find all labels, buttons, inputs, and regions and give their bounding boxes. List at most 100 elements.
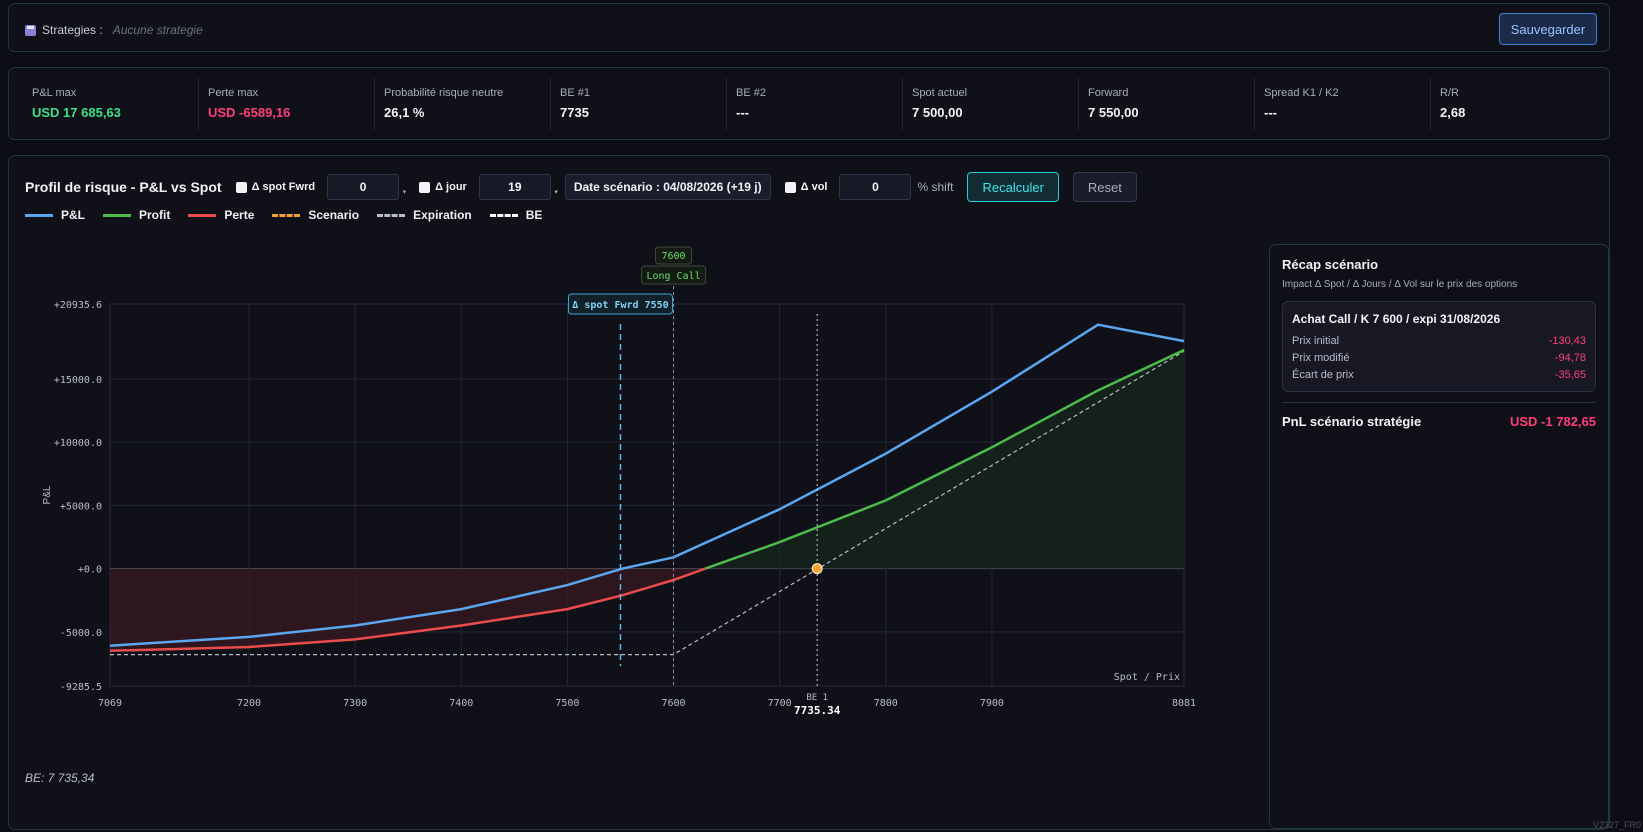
vol-checkbox[interactable] [784, 181, 796, 193]
stat-label: Probabilité risque neutre [384, 87, 504, 99]
legend-swatch [272, 213, 301, 217]
stepper-icon[interactable]: ▾ [402, 189, 407, 196]
stat-label: BE #2 [736, 87, 766, 99]
total-value: USD -1 782,65 [1510, 414, 1596, 429]
stat-be2: BE #2 --- [727, 78, 903, 130]
stat-forward: Forward 7 550,00 [1079, 78, 1255, 130]
be-label: BE 1 [806, 693, 828, 703]
day-checkbox[interactable] [419, 181, 431, 193]
scenario-recap: Récap scénario Impact Δ Spot / Δ Jours /… [1269, 244, 1609, 829]
legend-label: Scenario [308, 208, 360, 222]
stat-label: Spot actuel [912, 87, 968, 99]
legend-item-pnl[interactable]: P&L [25, 208, 85, 222]
stat-rr: R/R 2,68 [1431, 78, 1607, 130]
stat-loss-max: Perte max USD -6589,16 [199, 78, 375, 130]
reset-button[interactable]: Reset [1072, 172, 1137, 202]
x-tick-label: 7600 [661, 698, 685, 709]
recap-title: Récap scénario [1282, 257, 1379, 272]
be-note: BE: 7 735,34 [25, 771, 95, 785]
x-axis-label: Spot / Prix [1114, 672, 1180, 683]
legend-label: Expiration [413, 208, 472, 222]
spot-forward-label: Δ spot Fwrd 7550 [572, 300, 668, 311]
stat-value: USD -6589,16 [208, 105, 291, 120]
vol-value: 0 [872, 180, 879, 194]
row-value: -35,65 [1554, 369, 1586, 381]
legend-label: Perte [224, 208, 255, 222]
stat-value: 7735 [560, 105, 589, 120]
recalculate-button[interactable]: Recalculer [967, 172, 1059, 202]
stat-label: P&L max [32, 87, 77, 99]
be-value: 7735.34 [794, 704, 841, 717]
recap-row: Prix initial -130,43 [1292, 335, 1586, 347]
divider [1282, 402, 1596, 403]
profit-area [705, 350, 1184, 569]
row-value: -130,43 [1548, 335, 1586, 347]
spot-label: Δ spot Fwrd [251, 181, 316, 193]
legend-item-expiration[interactable]: Expiration [377, 208, 472, 222]
row-label: Prix initial [1292, 335, 1340, 347]
chart-legend: P&L Profit Perte Scenario Expiration BE [25, 208, 542, 222]
stat-label: Forward [1088, 87, 1129, 99]
pnl-chart[interactable]: +20935.6 +15000.0 +10000.0 +5000.0 +0.0 -5000… [39, 241, 1259, 746]
legend-item-scenario[interactable]: Scenario [272, 208, 359, 222]
stat-label: Spread K1 / K2 [1264, 87, 1339, 99]
y-tick-label: +0.0 [78, 565, 102, 576]
scenario-controls: Profil de risque - P&L vs Spot Δ spot Fw… [25, 172, 1137, 202]
series-pnl [109, 323, 1185, 647]
recap-subtitle: Impact Δ Spot / Δ Jours / Δ Vol sur le p… [1282, 279, 1518, 290]
recap-total: PnL scénario stratégie USD -1 782,65 [1282, 414, 1596, 429]
series-loss [109, 567, 706, 653]
legend-label: BE [525, 208, 543, 222]
stat-value: 2,68 [1440, 105, 1466, 120]
stat-probability: Probabilité risque neutre 26,1 % [375, 78, 551, 130]
stat-label: R/R [1440, 87, 1459, 99]
spot-checkbox[interactable] [235, 181, 247, 193]
y-tick-label: -5000.0 [60, 628, 102, 639]
vol-input[interactable]: 0 [839, 174, 912, 200]
row-label: Prix modifié [1292, 352, 1350, 364]
stat-value: --- [736, 105, 749, 120]
day-input[interactable]: 19 ▾ [478, 174, 558, 200]
x-tick-label: 7400 [449, 698, 473, 709]
stat-value: --- [1264, 105, 1277, 120]
legend-item-loss[interactable]: Perte [188, 208, 254, 222]
y-tick-label: +10000.0 [54, 438, 102, 449]
legend-item-be[interactable]: BE [489, 208, 543, 222]
loss-area [110, 568, 706, 651]
spot-input[interactable]: 0 ▾ [327, 174, 406, 200]
y-tick-label: +20935.6 [54, 300, 102, 311]
be-point [811, 563, 823, 575]
x-tick-label: 7300 [343, 698, 367, 709]
legend-swatch [103, 213, 131, 217]
legend-swatch [25, 213, 53, 217]
vol-label: Δ vol [800, 181, 828, 193]
stat-be1: BE #1 7735 [551, 78, 727, 130]
y-tick-label: +15000.0 [54, 375, 102, 386]
strategies-label: Strategies : [42, 23, 103, 37]
save-icon [25, 24, 36, 36]
row-label: Écart de prix [1292, 369, 1354, 381]
y-tick-label: -9285.5 [60, 682, 102, 693]
legend-item-profit[interactable]: Profit [103, 208, 170, 222]
version-label: V2327_FR0 [1592, 820, 1641, 830]
strategy-selector[interactable]: Strategies : Aucune strategie [25, 23, 203, 37]
stat-value: 7 550,00 [1088, 105, 1139, 120]
legend-label: P&L [61, 208, 85, 222]
series-profit [704, 348, 1185, 570]
stat-spread: Spread K1 / K2 --- [1255, 78, 1431, 130]
stat-spot: Spot actuel 7 500,00 [903, 78, 1079, 130]
total-label: PnL scénario stratégie [1282, 414, 1422, 429]
y-tick-label: +5000.0 [60, 501, 102, 512]
day-value: 19 [508, 180, 522, 194]
stat-label: BE #1 [560, 87, 590, 99]
strategies-value[interactable]: Aucune strategie [112, 23, 203, 37]
x-tick-label: 7800 [874, 698, 898, 709]
recap-row: Écart de prix -35,65 [1292, 369, 1586, 381]
day-label: Δ jour [435, 181, 467, 193]
stepper-icon[interactable]: ▾ [554, 189, 558, 196]
legend-label: Profit [139, 208, 171, 222]
stats-bar: P&L max USD 17 685,63 Perte max USD -6589,… [8, 67, 1610, 140]
save-button[interactable]: Sauvegarder [1499, 13, 1597, 45]
legend-swatch [489, 213, 518, 217]
recap-row: Prix modifié -94,78 [1292, 352, 1586, 364]
